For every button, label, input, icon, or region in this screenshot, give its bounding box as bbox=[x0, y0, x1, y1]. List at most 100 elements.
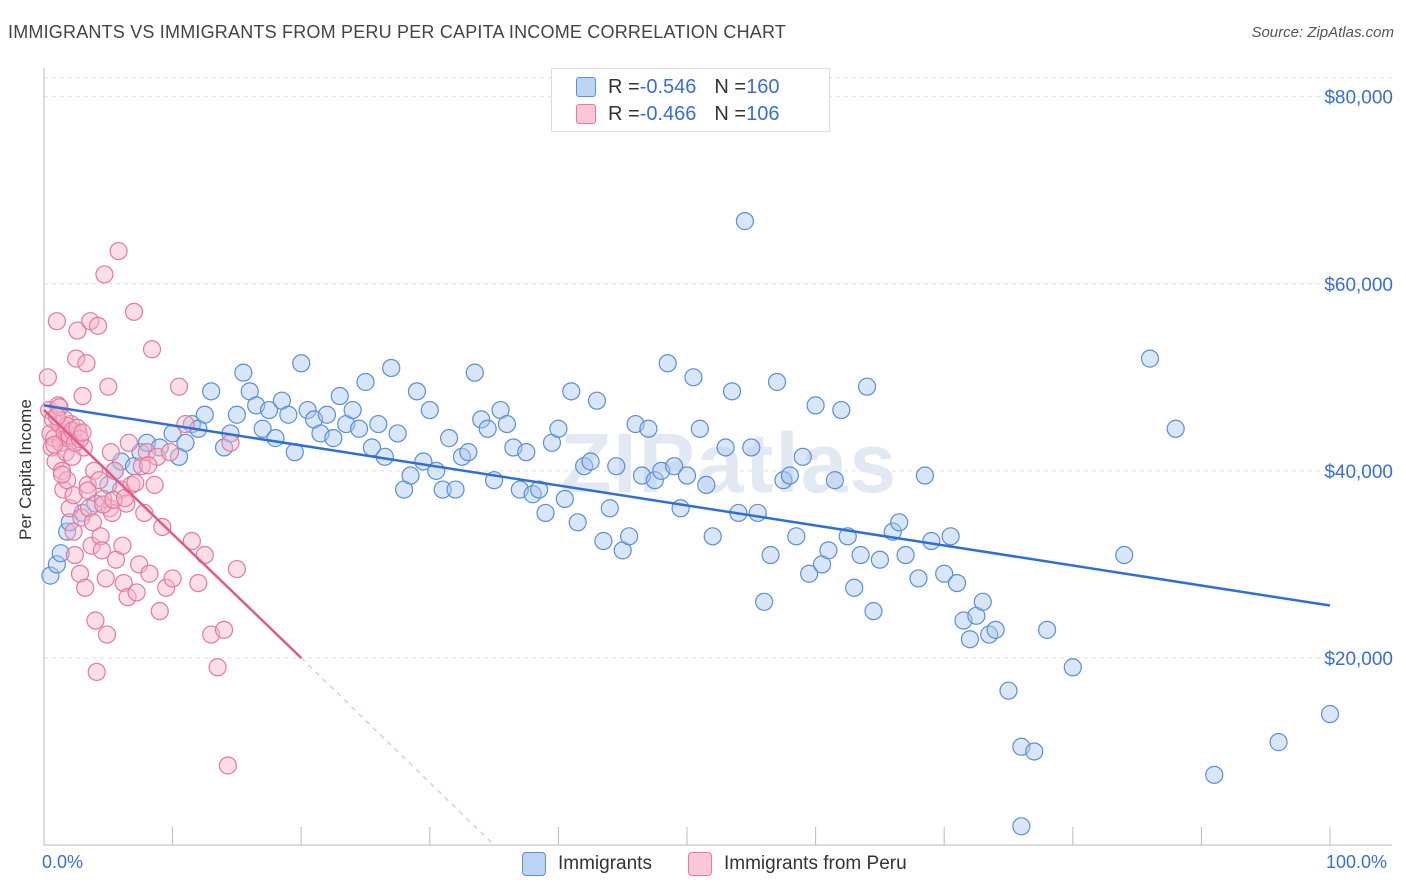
data-point bbox=[986, 620, 1005, 639]
data-point bbox=[864, 602, 883, 621]
data-point bbox=[748, 503, 767, 523]
legend-swatch-immigrants bbox=[576, 77, 596, 97]
legend-r-value: -0.466 bbox=[639, 102, 697, 125]
data-point bbox=[594, 531, 613, 551]
data-point bbox=[607, 457, 626, 476]
data-point bbox=[279, 405, 298, 424]
data-point bbox=[1269, 733, 1288, 752]
data-point bbox=[960, 630, 980, 649]
data-point bbox=[832, 400, 851, 420]
data-point bbox=[253, 419, 272, 438]
legend-row-immigrants: R = -0.546 N = 160 bbox=[552, 73, 779, 101]
y-axis-label: Per Capita Income bbox=[16, 399, 35, 540]
data-point bbox=[787, 527, 806, 546]
data-point bbox=[227, 405, 246, 424]
data-point bbox=[845, 578, 864, 597]
data-point bbox=[446, 480, 465, 499]
data-point bbox=[227, 559, 246, 579]
data-point bbox=[459, 443, 478, 462]
data-point bbox=[95, 265, 114, 284]
data-point bbox=[581, 452, 600, 471]
data-point bbox=[1166, 419, 1185, 438]
data-point bbox=[52, 465, 72, 484]
data-point bbox=[1025, 742, 1044, 761]
data-point bbox=[60, 513, 79, 532]
data-point bbox=[825, 471, 844, 490]
y-tick-label: $80,000 bbox=[1324, 88, 1393, 109]
legend-r-value: -0.546 bbox=[639, 75, 697, 98]
data-point bbox=[324, 429, 343, 448]
data-point bbox=[439, 429, 459, 448]
data-point bbox=[735, 212, 754, 231]
data-point bbox=[169, 377, 189, 396]
legend-row-peru: R = -0.466 N = 106 bbox=[552, 100, 779, 128]
data-point bbox=[73, 386, 92, 406]
data-point bbox=[465, 363, 484, 382]
data-point bbox=[79, 499, 99, 518]
data-point bbox=[755, 592, 774, 611]
data-point bbox=[65, 545, 84, 565]
data-point bbox=[388, 424, 407, 443]
data-point bbox=[51, 544, 70, 563]
legend-n-label: N = bbox=[714, 102, 747, 125]
data-point bbox=[140, 564, 159, 583]
data-point bbox=[857, 377, 877, 396]
data-point bbox=[530, 480, 549, 499]
data-point bbox=[369, 414, 388, 434]
data-point bbox=[890, 513, 909, 532]
legend-n-value: 160 bbox=[746, 75, 780, 98]
data-point bbox=[941, 527, 960, 546]
data-point bbox=[433, 480, 452, 499]
data-point bbox=[677, 466, 697, 485]
y-tick-label: $40,000 bbox=[1324, 462, 1393, 483]
data-point bbox=[47, 555, 66, 574]
data-point bbox=[343, 400, 362, 420]
data-point bbox=[870, 550, 890, 569]
data-point bbox=[645, 471, 664, 490]
data-point bbox=[665, 457, 684, 476]
data-point bbox=[189, 573, 208, 593]
data-point bbox=[150, 602, 169, 621]
legend-item-peru: Immigrants from Peru bbox=[688, 852, 907, 876]
data-point bbox=[793, 447, 812, 466]
legend-item-immigrants: Immigrants bbox=[522, 852, 652, 876]
data-point bbox=[407, 382, 427, 401]
data-point bbox=[1320, 704, 1340, 724]
data-point bbox=[517, 443, 536, 462]
data-point bbox=[562, 382, 581, 401]
data-point bbox=[472, 410, 491, 429]
data-point bbox=[420, 400, 439, 420]
data-point bbox=[780, 466, 799, 485]
data-point bbox=[47, 312, 66, 331]
legend-swatch-peru bbox=[688, 852, 712, 876]
data-point bbox=[349, 419, 369, 438]
data-point bbox=[1205, 765, 1224, 784]
data-point bbox=[153, 517, 172, 537]
data-point bbox=[58, 471, 77, 490]
data-point bbox=[639, 419, 658, 438]
data-point bbox=[1140, 349, 1160, 368]
data-point bbox=[132, 457, 151, 476]
data-point bbox=[67, 349, 86, 368]
data-point bbox=[330, 386, 349, 406]
series-legend: Immigrants Immigrants from Peru bbox=[0, 850, 1406, 880]
legend-n-label: N = bbox=[714, 75, 747, 98]
data-point bbox=[73, 423, 92, 442]
legend-label-immigrants: Immigrants bbox=[558, 853, 652, 874]
data-point bbox=[935, 564, 954, 583]
data-point bbox=[124, 302, 144, 321]
data-point bbox=[555, 489, 574, 509]
data-point bbox=[202, 382, 221, 401]
data-point bbox=[478, 419, 497, 438]
data-point bbox=[292, 354, 311, 373]
y-tick-label: $60,000 bbox=[1324, 275, 1393, 296]
trend-line-peru-extension bbox=[300, 657, 495, 846]
data-point bbox=[118, 588, 137, 607]
data-point bbox=[72, 508, 91, 527]
legend-r-label: R = bbox=[608, 75, 640, 98]
data-point bbox=[114, 573, 133, 593]
axes bbox=[43, 68, 1392, 846]
data-point bbox=[266, 429, 285, 448]
data-point bbox=[127, 583, 146, 602]
data-point bbox=[83, 513, 102, 532]
